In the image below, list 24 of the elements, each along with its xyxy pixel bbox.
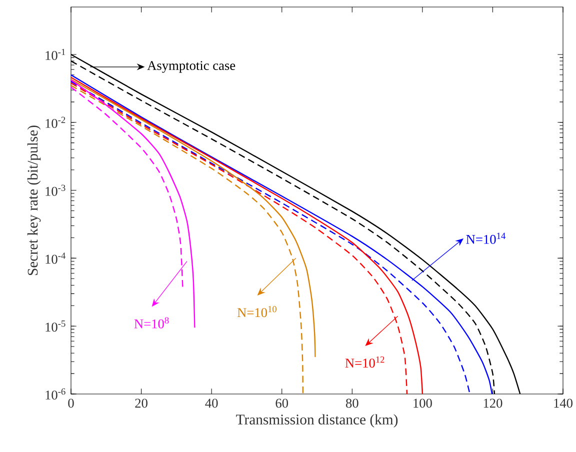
annotation: N=10$^{10}$ xyxy=(237,306,276,318)
y-tick-label: 10$^{-5}$ xyxy=(46,320,66,332)
x-tick-label: 60 xyxy=(276,398,288,408)
x-tick-label: 20 xyxy=(135,398,148,408)
y-tick-label: 10$^{-3}$ xyxy=(46,184,66,196)
annotation: N=10$^{8}$ xyxy=(134,317,169,328)
y-tick-label: 10$^{-4}$ xyxy=(46,252,66,264)
annotation: Asymptotic case xyxy=(147,61,236,73)
x-tick-label: 0 xyxy=(68,398,74,408)
line-series xyxy=(71,78,316,358)
y-tick-label: 10$^{-6}$ xyxy=(46,388,66,400)
y-axis-title: Secret key rate (bit/pulse) xyxy=(27,126,41,276)
y-tick-label: 10$^{-2}$ xyxy=(46,116,66,128)
x-tick-label: 120 xyxy=(484,398,502,408)
line-series xyxy=(71,84,304,394)
x-tick-label: 40 xyxy=(205,398,218,408)
line-series xyxy=(71,79,196,328)
annotation: N=10$^{12}$ xyxy=(345,356,384,368)
x-axis-title: Transmission distance (km) xyxy=(236,414,398,428)
x-tick-label: 80 xyxy=(346,398,358,408)
x-tick-label: 100 xyxy=(414,398,432,408)
y-tick-label: 10$^{-1}$ xyxy=(46,48,66,60)
x-tick-label: 140 xyxy=(554,398,572,408)
annotation: N=10$^{14}$ xyxy=(466,232,506,244)
